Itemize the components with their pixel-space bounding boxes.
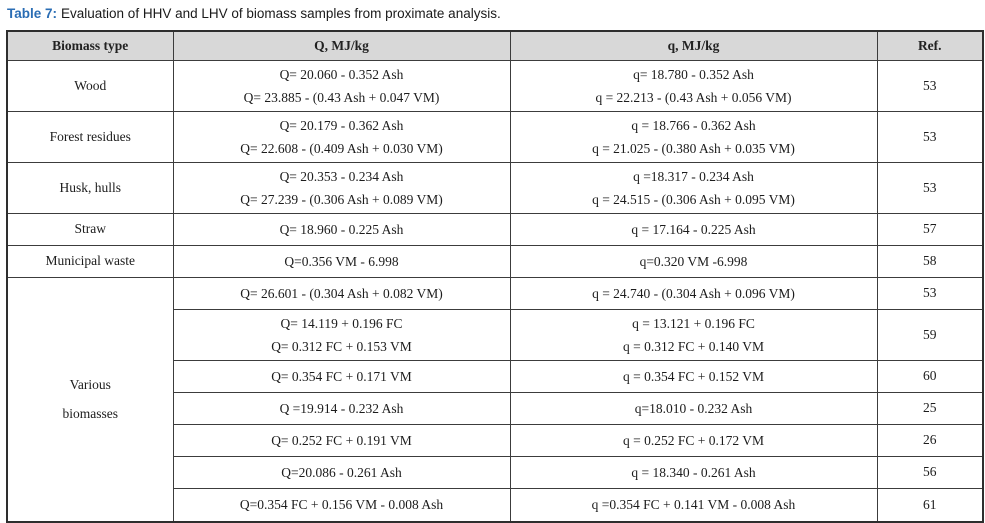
- formula-line: Q= 23.885 - (0.43 Ash + 0.047 VM): [243, 89, 440, 105]
- table-row-various-4: Q =19.914 - 0.232 Ash q=18.010 - 0.232 A…: [7, 391, 984, 425]
- table-row-straw: Straw Q= 18.960 - 0.225 Ash q = 17.164 -…: [6, 212, 984, 246]
- ref-cell: 53: [876, 59, 984, 112]
- formula-line: Q= 0.312 FC + 0.153 VM: [271, 338, 412, 354]
- lhv-formula-cell: q = 13.121 + 0.196 FC q = 0.312 FC + 0.1…: [509, 308, 878, 361]
- lhv-formula-cell: q = 17.164 - 0.225 Ash: [509, 212, 878, 246]
- formula-line: q = 22.213 - (0.43 Ash + 0.056 VM): [595, 89, 792, 105]
- formula-line: q = 24.740 - (0.304 Ash + 0.096 VM): [592, 285, 795, 301]
- biomass-type-label: Various biomasses: [62, 377, 119, 422]
- header-row: Biomass type Q, MJ/kg q, MJ/kg Ref.: [6, 30, 984, 61]
- formula-line: q = 24.515 - (0.306 Ash + 0.095 VM): [592, 191, 795, 207]
- formula-line: Q= 0.252 FC + 0.191 VM: [271, 432, 412, 448]
- formula-line: Q= 20.060 - 0.352 Ash: [279, 66, 404, 82]
- lhv-formula-cell: q = 0.354 FC + 0.152 VM: [509, 359, 878, 393]
- table-row-wood: Wood Q= 20.060 - 0.352 Ash Q= 23.885 - (…: [6, 59, 984, 112]
- ref-cell: 59: [876, 308, 984, 361]
- formula-line: q =18.317 - 0.234 Ash: [633, 168, 754, 184]
- biomass-type-cell: Wood: [6, 59, 174, 112]
- lhv-formula-cell: q=0.320 VM -6.998: [509, 244, 878, 278]
- biomass-type-cell: Husk, hulls: [6, 161, 174, 214]
- table-row-various-2: Q= 14.119 + 0.196 FC Q= 0.312 FC + 0.153…: [7, 308, 984, 361]
- biomass-type-cell: Straw: [6, 212, 174, 246]
- table-row-forest-residues: Forest residues Q= 20.179 - 0.362 Ash Q=…: [6, 110, 984, 163]
- formula-line: Q= 20.179 - 0.362 Ash: [279, 117, 404, 133]
- table-caption: Table 7: Evaluation of HHV and LHV of bio…: [7, 6, 982, 21]
- formula-line: Q =19.914 - 0.232 Ash: [279, 400, 404, 416]
- header-biomass-type: Biomass type: [6, 30, 174, 61]
- header-lhv: q, MJ/kg: [509, 30, 878, 61]
- lhv-formula-cell: q = 24.740 - (0.304 Ash + 0.096 VM): [509, 276, 878, 310]
- formula-line: q = 17.164 - 0.225 Ash: [631, 221, 756, 237]
- formula-line: q = 18.766 - 0.362 Ash: [631, 117, 756, 133]
- table-row-various-5: Q= 0.252 FC + 0.191 VM q = 0.252 FC + 0.…: [7, 423, 984, 457]
- ref-cell: 56: [876, 455, 984, 489]
- table-row-husk-hulls: Husk, hulls Q= 20.353 - 0.234 Ash Q= 27.…: [6, 161, 984, 214]
- biomass-type-cell: Municipal waste: [6, 244, 174, 278]
- biomass-type-cell: Forest residues: [6, 110, 174, 163]
- hhv-formula-cell: Q=0.356 VM - 6.998: [172, 244, 511, 278]
- hhv-formula-cell: Q= 20.179 - 0.362 Ash Q= 22.608 - (0.409…: [172, 110, 511, 163]
- formula-line: Q= 26.601 - (0.304 Ash + 0.082 VM): [240, 285, 443, 301]
- lhv-formula-cell: q=18.010 - 0.232 Ash: [509, 391, 878, 425]
- hhv-formula-cell: Q=0.354 FC + 0.156 VM - 0.008 Ash: [172, 487, 511, 523]
- hhv-formula-cell: Q= 18.960 - 0.225 Ash: [172, 212, 511, 246]
- formula-line: Q=0.356 VM - 6.998: [284, 253, 399, 269]
- formula-line: Q= 20.353 - 0.234 Ash: [279, 168, 404, 184]
- hhv-formula-cell: Q=20.086 - 0.261 Ash: [172, 455, 511, 489]
- biomass-hhv-lhv-table: Biomass type Q, MJ/kg q, MJ/kg Ref. Wood…: [6, 30, 984, 523]
- hhv-formula-cell: Q= 0.354 FC + 0.171 VM: [172, 359, 511, 393]
- ref-cell: 57: [876, 212, 984, 246]
- hhv-formula-cell: Q= 26.601 - (0.304 Ash + 0.082 VM): [172, 276, 511, 310]
- header-ref: Ref.: [876, 30, 984, 61]
- ref-cell: 61: [876, 487, 984, 523]
- formula-line: q =0.354 FC + 0.141 VM - 0.008 Ash: [591, 497, 796, 513]
- ref-cell: 26: [876, 423, 984, 457]
- formula-line: q = 13.121 + 0.196 FC: [632, 315, 755, 331]
- biomass-type-cell-various: Various biomasses: [6, 276, 174, 523]
- formula-line: q = 0.312 FC + 0.140 VM: [623, 338, 764, 354]
- formula-line: Q=0.354 FC + 0.156 VM - 0.008 Ash: [239, 497, 444, 513]
- ref-cell: 60: [876, 359, 984, 393]
- hhv-formula-cell: Q= 14.119 + 0.196 FC Q= 0.312 FC + 0.153…: [172, 308, 511, 361]
- formula-line: Q= 22.608 - (0.409 Ash + 0.030 VM): [240, 140, 443, 156]
- formula-line: Q= 18.960 - 0.225 Ash: [279, 221, 404, 237]
- hhv-formula-cell: Q= 20.353 - 0.234 Ash Q= 27.239 - (0.306…: [172, 161, 511, 214]
- lhv-formula-cell: q = 18.766 - 0.362 Ash q = 21.025 - (0.3…: [509, 110, 878, 163]
- ref-cell: 53: [876, 276, 984, 310]
- formula-line: Q=20.086 - 0.261 Ash: [281, 464, 402, 480]
- table-caption-label: Table 7:: [7, 6, 58, 21]
- lhv-formula-cell: q =0.354 FC + 0.141 VM - 0.008 Ash: [509, 487, 878, 523]
- ref-cell: 58: [876, 244, 984, 278]
- lhv-formula-cell: q = 0.252 FC + 0.172 VM: [509, 423, 878, 457]
- header-hhv: Q, MJ/kg: [172, 30, 511, 61]
- table-row-various-6: Q=20.086 - 0.261 Ash q = 18.340 - 0.261 …: [7, 455, 984, 489]
- table-row-various-3: Q= 0.354 FC + 0.171 VM q = 0.354 FC + 0.…: [7, 359, 984, 393]
- table-row-various-1: Various biomasses Q= 26.601 - (0.304 Ash…: [6, 276, 984, 523]
- formula-line: q = 18.340 - 0.261 Ash: [631, 464, 756, 480]
- ref-cell: 53: [876, 110, 984, 163]
- ref-cell: 53: [876, 161, 984, 214]
- hhv-formula-cell: Q= 20.060 - 0.352 Ash Q= 23.885 - (0.43 …: [172, 59, 511, 112]
- formula-line: q = 21.025 - (0.380 Ash + 0.035 VM): [592, 140, 795, 156]
- formula-line: q = 0.252 FC + 0.172 VM: [623, 432, 764, 448]
- lhv-formula-cell: q= 18.780 - 0.352 Ash q = 22.213 - (0.43…: [509, 59, 878, 112]
- formula-line: q= 18.780 - 0.352 Ash: [633, 66, 754, 82]
- table-row-municipal-waste: Municipal waste Q=0.356 VM - 6.998 q=0.3…: [6, 244, 984, 278]
- hhv-formula-cell: Q =19.914 - 0.232 Ash: [172, 391, 511, 425]
- formula-line: q=0.320 VM -6.998: [639, 253, 748, 269]
- lhv-formula-cell: q = 18.340 - 0.261 Ash: [509, 455, 878, 489]
- lhv-formula-cell: q =18.317 - 0.234 Ash q = 24.515 - (0.30…: [509, 161, 878, 214]
- ref-cell: 25: [876, 391, 984, 425]
- table-row-various-7: Q=0.354 FC + 0.156 VM - 0.008 Ash q =0.3…: [7, 487, 984, 523]
- formula-line: q = 0.354 FC + 0.152 VM: [623, 368, 764, 384]
- hhv-formula-cell: Q= 0.252 FC + 0.191 VM: [172, 423, 511, 457]
- table-caption-text: Evaluation of HHV and LHV of biomass sam…: [61, 6, 501, 21]
- formula-line: Q= 0.354 FC + 0.171 VM: [271, 368, 412, 384]
- formula-line: Q= 27.239 - (0.306 Ash + 0.089 VM): [240, 191, 443, 207]
- formula-line: Q= 14.119 + 0.196 FC: [280, 315, 403, 331]
- formula-line: q=18.010 - 0.232 Ash: [634, 400, 753, 416]
